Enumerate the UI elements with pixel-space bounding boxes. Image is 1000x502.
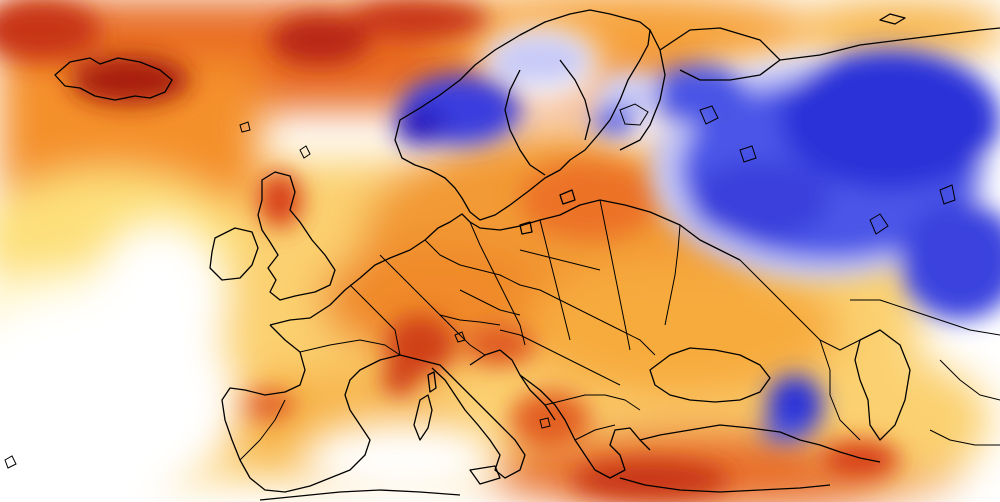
balkans-coast (519, 374, 651, 479)
ireland-coast (209, 227, 259, 281)
scandinavia-coast (394, 9, 651, 221)
great-britain-coast (257, 171, 336, 301)
iceland-coast (54, 57, 173, 101)
caspian-coast (854, 329, 911, 441)
bothnia-coast (504, 69, 546, 176)
borders (239, 199, 1000, 461)
black-sea-coast (649, 347, 771, 403)
anomaly-field-hot-spots (0, 0, 900, 500)
anomaly-field-cold (395, 35, 1000, 442)
islands-and-lakes (4, 103, 956, 469)
italy-coast (399, 354, 526, 479)
